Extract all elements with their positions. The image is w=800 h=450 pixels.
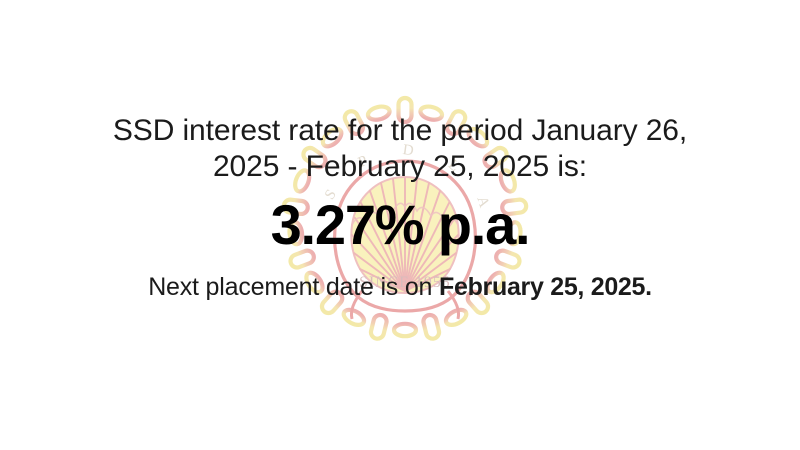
next-placement-prefix: Next placement date is on [148, 273, 439, 301]
interest-rate-value: 3.27% p.a. [270, 193, 531, 256]
next-placement-note: Next placement date is on February 25, 2… [148, 272, 652, 302]
next-placement-date: February 25, 2025. [439, 273, 652, 301]
headline-text: SSD interest rate for the period January… [112, 114, 688, 183]
